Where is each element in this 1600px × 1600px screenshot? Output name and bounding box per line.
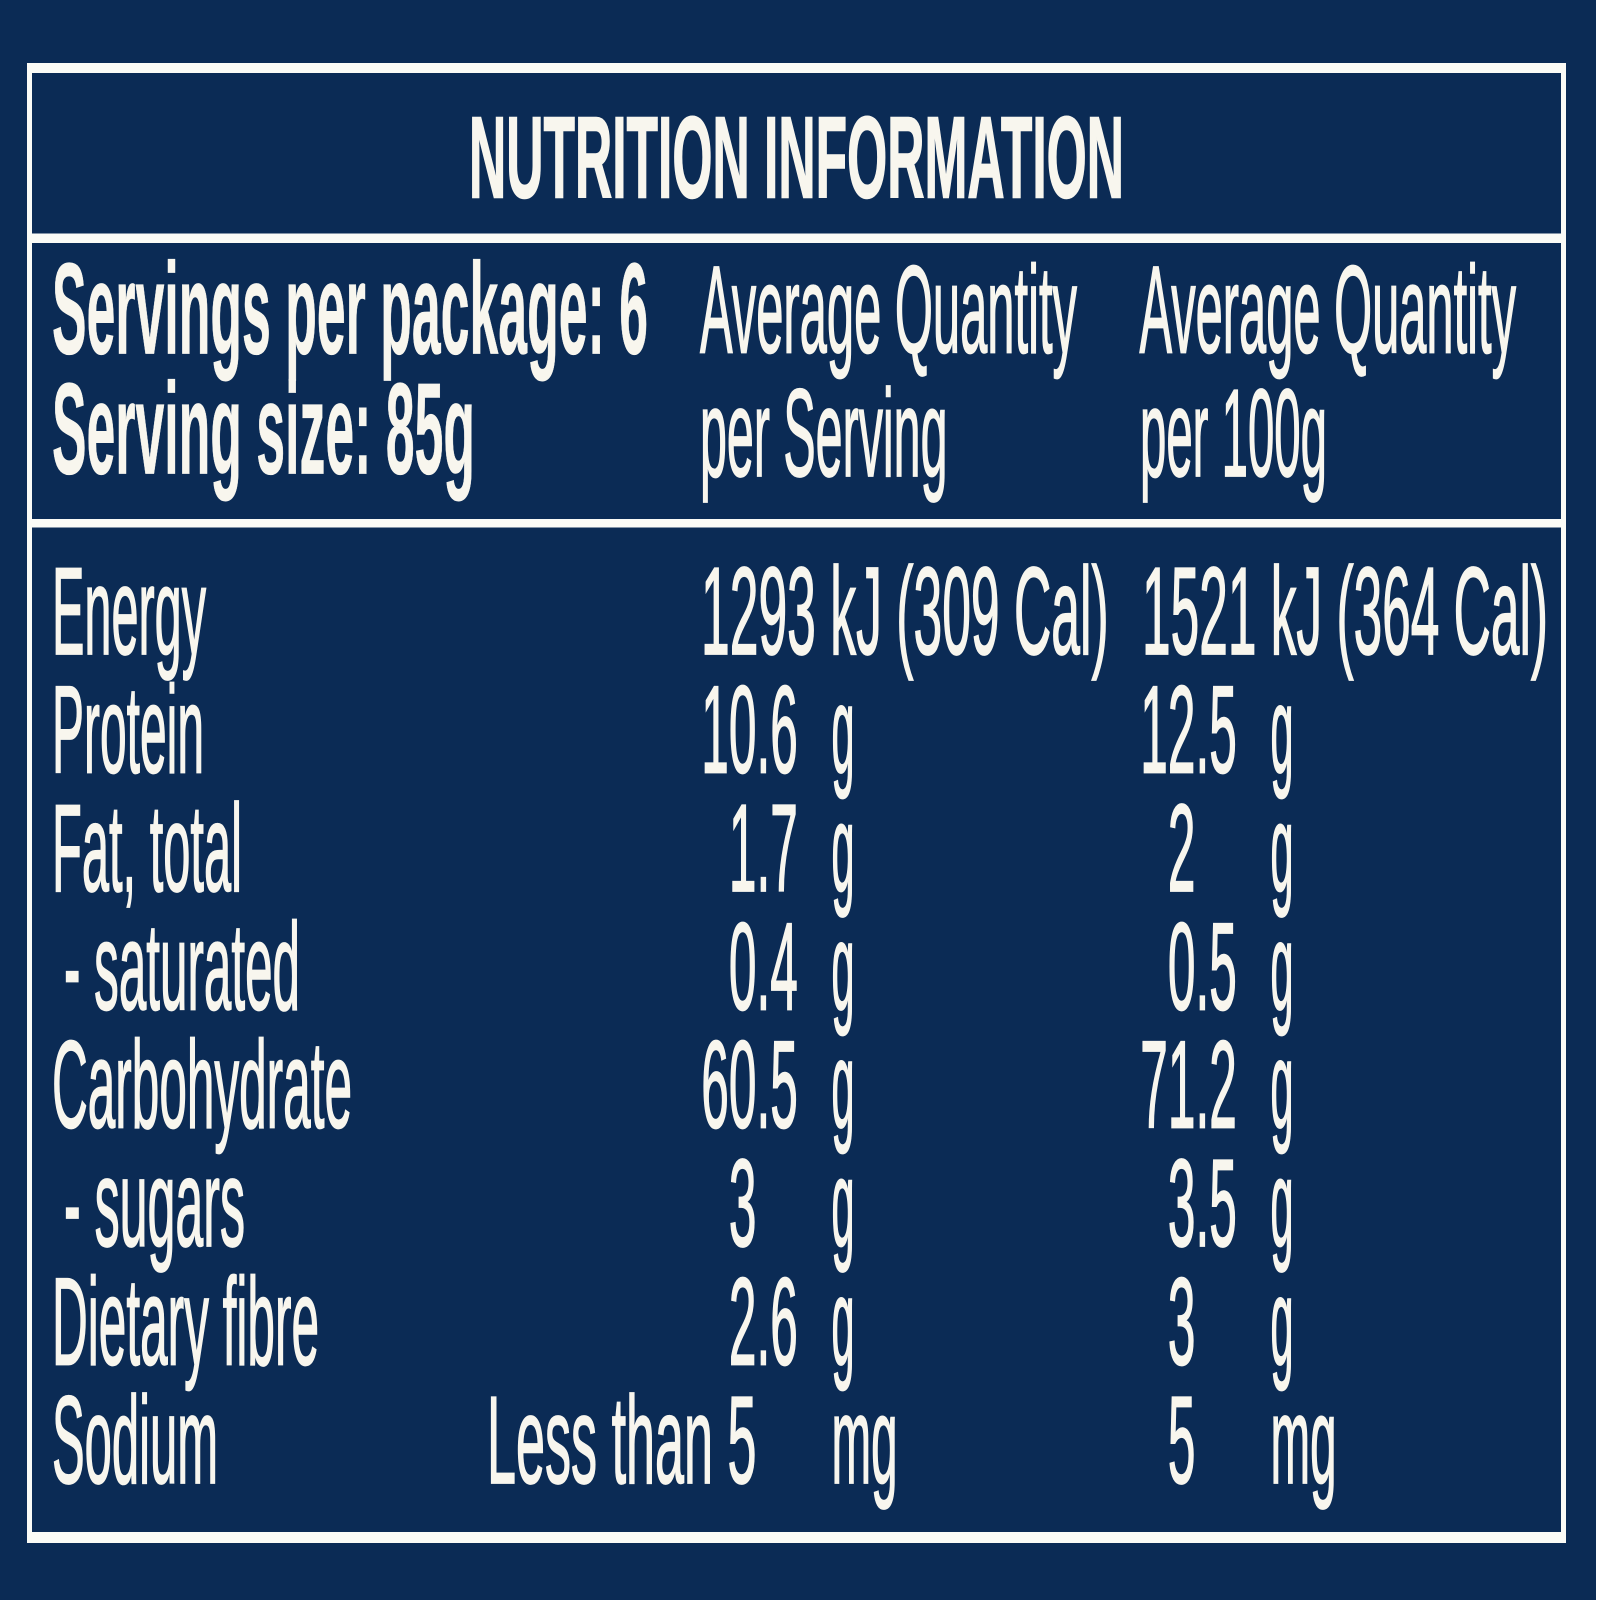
svg-text:10.6: 10.6 — [701, 661, 798, 799]
svg-text:12.5: 12.5 — [1140, 661, 1237, 799]
svg-text:g: g — [832, 1017, 855, 1155]
svg-text:3: 3 — [729, 1135, 757, 1273]
svg-text:- saturated: - saturated — [64, 898, 300, 1036]
svg-text:g: g — [832, 898, 855, 1036]
svg-text:1521 kJ (364 Cal): 1521 kJ (364 Cal) — [1142, 543, 1548, 681]
svg-text:g: g — [1271, 898, 1294, 1036]
svg-text:g: g — [832, 661, 855, 799]
svg-text:g: g — [832, 1254, 855, 1392]
svg-text:per 100g: per 100g — [1140, 365, 1327, 503]
svg-text:g: g — [1271, 1254, 1294, 1392]
svg-text:60.5: 60.5 — [701, 1017, 798, 1155]
svg-text:g: g — [832, 780, 855, 918]
svg-text:Fat, total: Fat, total — [52, 780, 242, 918]
svg-text:Serving size: 85g: Serving size: 85g — [52, 356, 475, 502]
svg-text:1293 kJ (309 Cal): 1293 kJ (309 Cal) — [701, 543, 1109, 681]
svg-text:g: g — [1271, 1135, 1294, 1273]
svg-text:0.4: 0.4 — [729, 898, 798, 1036]
svg-text:Servings per package: 6: Servings per package: 6 — [52, 236, 648, 382]
svg-text:- sugars: - sugars — [64, 1135, 245, 1273]
svg-text:Dietary fibre: Dietary fibre — [52, 1254, 319, 1392]
svg-text:Sodium: Sodium — [52, 1372, 218, 1510]
svg-text:per Serving: per Serving — [700, 365, 948, 503]
svg-text:g: g — [1271, 1017, 1294, 1155]
svg-text:0.5: 0.5 — [1168, 898, 1237, 1036]
svg-text:3.5: 3.5 — [1168, 1135, 1237, 1273]
svg-text:g: g — [1271, 661, 1294, 799]
svg-text:Energy: Energy — [52, 543, 206, 681]
svg-text:g: g — [1271, 780, 1294, 918]
svg-text:2: 2 — [1168, 780, 1196, 918]
svg-text:mg: mg — [1271, 1372, 1337, 1510]
svg-text:Protein: Protein — [52, 661, 204, 799]
svg-text:3: 3 — [1168, 1254, 1196, 1392]
svg-text:5: 5 — [1168, 1372, 1196, 1510]
svg-text:NUTRITION INFORMATION: NUTRITION INFORMATION — [469, 93, 1124, 223]
svg-text:Less than 5: Less than 5 — [487, 1372, 757, 1510]
svg-text:2.6: 2.6 — [729, 1254, 798, 1392]
svg-text:mg: mg — [832, 1372, 898, 1510]
svg-text:Carbohydrate: Carbohydrate — [52, 1017, 352, 1155]
svg-text:Average Quantity: Average Quantity — [700, 242, 1077, 380]
svg-text:1.7: 1.7 — [729, 780, 798, 918]
svg-text:Average Quantity: Average Quantity — [1140, 242, 1517, 380]
svg-text:71.2: 71.2 — [1140, 1017, 1237, 1155]
svg-text:g: g — [832, 1135, 855, 1273]
